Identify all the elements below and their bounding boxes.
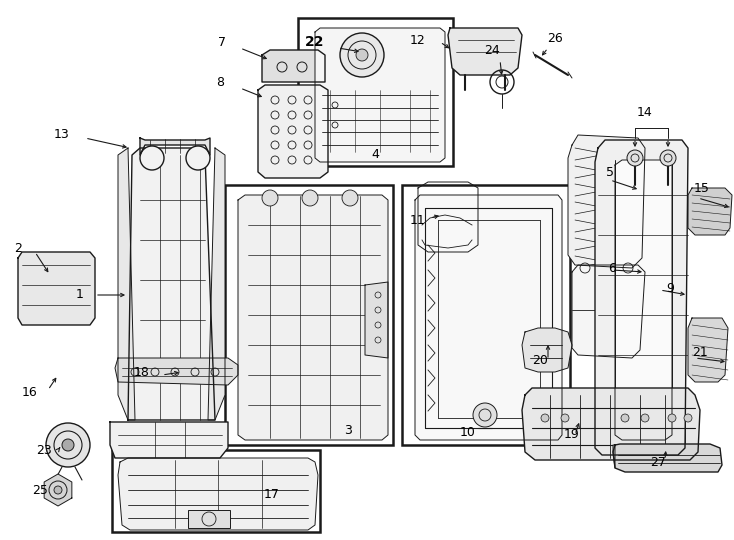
Polygon shape — [140, 138, 210, 155]
Bar — [112, 450, 320, 532]
Circle shape — [54, 486, 62, 494]
Text: 23: 23 — [36, 443, 52, 456]
Circle shape — [356, 49, 368, 61]
Circle shape — [621, 414, 629, 422]
Text: 14: 14 — [637, 105, 653, 118]
Text: 7: 7 — [218, 36, 226, 49]
Text: 17: 17 — [264, 489, 280, 502]
Circle shape — [46, 423, 90, 467]
Bar — [188, 510, 230, 528]
Circle shape — [302, 190, 318, 206]
Polygon shape — [522, 388, 700, 460]
Polygon shape — [258, 85, 328, 178]
Polygon shape — [522, 328, 572, 372]
Text: 4: 4 — [371, 148, 379, 161]
Text: 26: 26 — [547, 31, 563, 44]
Polygon shape — [44, 474, 72, 506]
Polygon shape — [262, 50, 325, 82]
Bar — [298, 18, 453, 166]
Bar — [225, 185, 393, 445]
Circle shape — [541, 414, 549, 422]
Text: 12: 12 — [410, 33, 426, 46]
Circle shape — [684, 414, 692, 422]
Text: 13: 13 — [54, 129, 70, 141]
Text: 11: 11 — [410, 213, 426, 226]
Polygon shape — [118, 458, 318, 530]
Polygon shape — [415, 195, 562, 440]
Circle shape — [668, 414, 676, 422]
Circle shape — [342, 190, 358, 206]
Polygon shape — [115, 358, 238, 385]
Circle shape — [627, 150, 643, 166]
Polygon shape — [208, 148, 225, 420]
Circle shape — [660, 150, 676, 166]
Circle shape — [140, 146, 164, 170]
Polygon shape — [568, 135, 645, 268]
Text: 1: 1 — [76, 288, 84, 301]
Text: 18: 18 — [134, 366, 150, 379]
Bar — [402, 185, 570, 445]
Polygon shape — [615, 160, 672, 440]
Circle shape — [262, 190, 278, 206]
Polygon shape — [110, 422, 228, 458]
Text: 15: 15 — [694, 181, 710, 194]
Text: 16: 16 — [22, 386, 38, 399]
Polygon shape — [315, 28, 445, 162]
Text: 21: 21 — [692, 346, 708, 359]
Text: 5: 5 — [606, 165, 614, 179]
Text: 25: 25 — [32, 483, 48, 496]
Text: 3: 3 — [344, 423, 352, 436]
Polygon shape — [688, 318, 728, 382]
Text: 10: 10 — [460, 426, 476, 438]
Polygon shape — [238, 195, 388, 440]
Circle shape — [561, 414, 569, 422]
Text: 6: 6 — [608, 261, 616, 274]
Polygon shape — [448, 28, 522, 75]
Polygon shape — [365, 282, 388, 358]
Polygon shape — [118, 148, 135, 420]
Circle shape — [340, 33, 384, 77]
Polygon shape — [613, 444, 722, 472]
Polygon shape — [572, 265, 645, 358]
Text: 19: 19 — [564, 429, 580, 442]
Polygon shape — [128, 148, 215, 420]
Text: 9: 9 — [666, 281, 674, 294]
Polygon shape — [688, 188, 732, 235]
Polygon shape — [613, 445, 615, 468]
Text: 27: 27 — [650, 456, 666, 469]
Circle shape — [62, 439, 74, 451]
Text: 8: 8 — [216, 76, 224, 89]
Polygon shape — [18, 252, 95, 325]
Text: 22: 22 — [305, 35, 324, 49]
Polygon shape — [595, 140, 688, 455]
Text: 2: 2 — [14, 241, 22, 254]
Circle shape — [641, 414, 649, 422]
Text: 24: 24 — [484, 44, 500, 57]
Circle shape — [473, 403, 497, 427]
Text: 20: 20 — [532, 354, 548, 367]
Circle shape — [186, 146, 210, 170]
